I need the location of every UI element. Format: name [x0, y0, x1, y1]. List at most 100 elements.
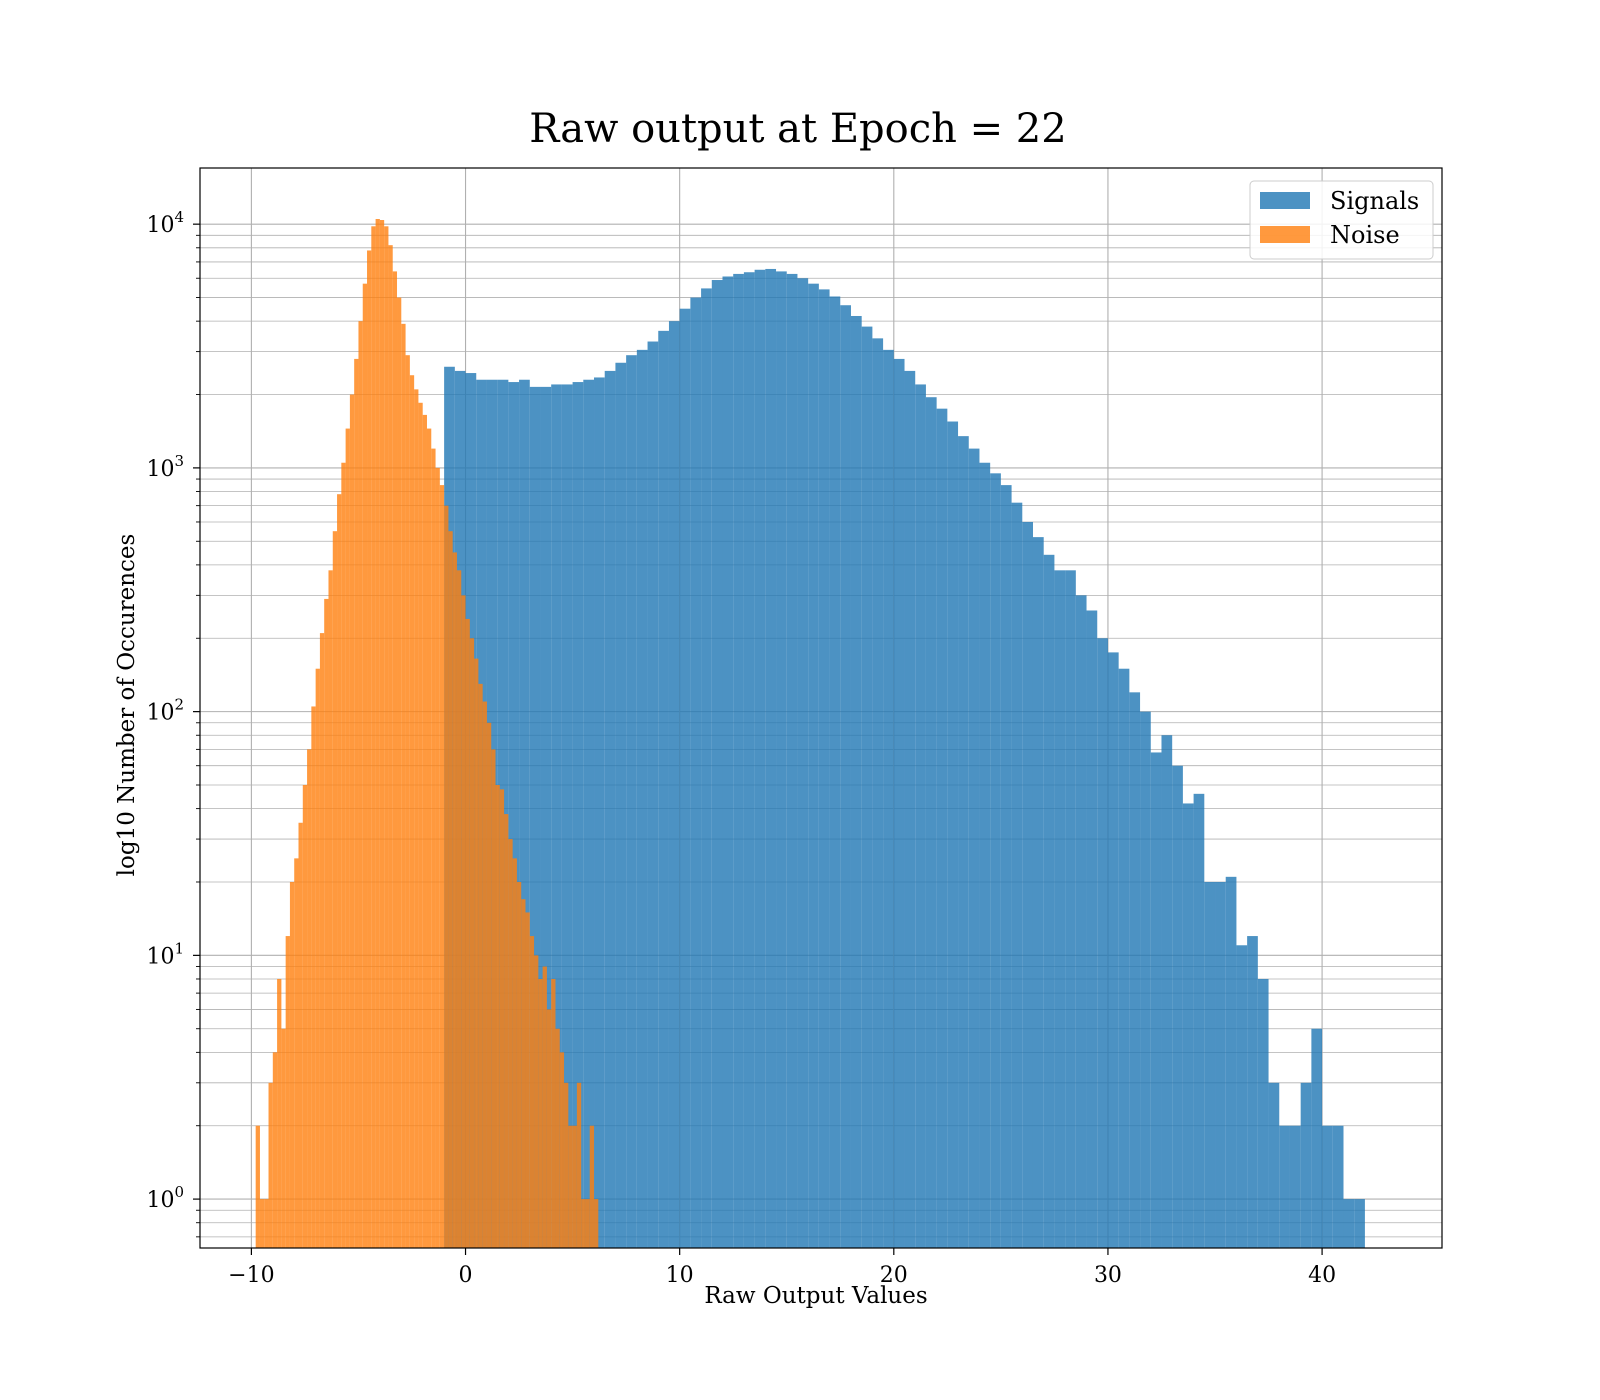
bar-signals	[1322, 1125, 1333, 1248]
bar-signals	[1268, 1082, 1280, 1248]
bar-noise	[414, 389, 419, 1248]
bar-signals	[583, 379, 595, 1248]
bar-signals	[872, 338, 884, 1248]
bar-noise	[495, 785, 500, 1248]
bar-noise	[375, 219, 380, 1248]
bar-signals	[1118, 668, 1130, 1248]
bar-noise	[568, 1125, 573, 1248]
bar-noise	[512, 858, 517, 1248]
y-tick-label: 104	[146, 208, 184, 238]
bar-signals	[1193, 793, 1205, 1248]
bar-signals	[540, 386, 552, 1248]
bar-noise	[491, 749, 496, 1248]
bar-signals	[1215, 881, 1226, 1248]
bar-signals	[1204, 881, 1216, 1248]
bar-signals	[1289, 1125, 1301, 1248]
bar-noise	[572, 1125, 577, 1248]
bar-signals	[1225, 876, 1237, 1248]
bar-noise	[594, 1199, 599, 1248]
bar-signals	[765, 268, 777, 1248]
bar-signals	[786, 273, 798, 1248]
bar-noise	[268, 1082, 273, 1248]
bar-noise	[452, 552, 457, 1248]
bar-noise	[516, 881, 522, 1248]
bar-noise	[405, 355, 410, 1248]
bar-signals	[1257, 978, 1269, 1248]
bar-noise	[426, 428, 432, 1248]
bar-signals	[1150, 752, 1162, 1248]
bar-signals	[904, 370, 916, 1248]
bar-signals	[668, 321, 680, 1248]
bar-noise	[444, 505, 449, 1248]
bar-noise	[564, 1082, 569, 1248]
bar-noise	[435, 467, 440, 1249]
bar-signals	[626, 355, 637, 1248]
axis-ticks: −10 0 10 20 30 40 100 101 102 103 104	[146, 208, 1336, 1288]
y-tick-label: 100	[146, 1183, 184, 1213]
bar-signals	[529, 386, 541, 1248]
bar-signals	[519, 379, 530, 1248]
bar-signals	[776, 271, 787, 1248]
x-axis-label: Raw Output Values	[704, 1283, 927, 1309]
bar-signals	[636, 349, 648, 1248]
bar-signals	[947, 421, 959, 1248]
bar-signals	[679, 308, 691, 1248]
bar-signals	[829, 296, 841, 1248]
bar-noise	[341, 462, 346, 1248]
legend: Signals Noise	[1249, 180, 1434, 260]
bar-signals	[861, 326, 873, 1248]
bar-noise	[422, 414, 427, 1248]
x-tick-label: 30	[1094, 1263, 1122, 1288]
bar-noise	[486, 722, 492, 1248]
bar-signals	[1161, 735, 1173, 1248]
bar-signals	[1354, 1199, 1365, 1248]
bar-signals	[840, 305, 851, 1249]
bar-noise	[465, 618, 470, 1248]
bar-signals	[733, 273, 744, 1248]
bar-noise	[469, 638, 475, 1248]
bar-noise	[324, 598, 329, 1248]
bar-signals	[979, 462, 991, 1248]
bar-noise	[397, 297, 402, 1248]
chart-title: Raw output at Epoch = 22	[529, 106, 1066, 152]
bar-signals	[968, 448, 980, 1249]
bar-noise	[319, 633, 325, 1248]
bar-noise	[315, 668, 320, 1248]
x-tick-label: 0	[459, 1263, 473, 1288]
bar-noise	[576, 1082, 582, 1248]
bar-signals	[1086, 610, 1098, 1248]
bar-noise	[418, 402, 423, 1248]
bar-noise	[371, 226, 376, 1249]
legend-swatch-signals	[1260, 192, 1310, 209]
bar-noise	[456, 570, 462, 1248]
bar-noise	[555, 1028, 560, 1248]
bar-signals	[818, 289, 830, 1248]
bar-noise	[546, 1009, 552, 1248]
bar-signals	[722, 276, 734, 1248]
bar-noise	[384, 226, 389, 1249]
bar-signals	[647, 341, 659, 1248]
bar-noise	[379, 220, 385, 1248]
bar-signals	[925, 397, 937, 1248]
bar-signals	[808, 283, 819, 1248]
bar-signals	[1172, 765, 1183, 1248]
bar-noise	[328, 570, 333, 1248]
bar-noise	[285, 936, 290, 1248]
bar-noise	[542, 966, 547, 1248]
bar-noise	[538, 978, 543, 1248]
bar-signals	[1065, 570, 1076, 1248]
bar-signals	[1129, 692, 1141, 1248]
bar-noise	[448, 531, 453, 1248]
bar-signals	[915, 384, 926, 1248]
x-tick-label: −10	[228, 1263, 274, 1288]
bar-signals	[701, 288, 712, 1249]
x-tick-label: 10	[666, 1263, 694, 1288]
bar-signals	[1332, 1125, 1344, 1248]
bar-signals	[508, 382, 520, 1249]
bar-noise	[525, 912, 530, 1248]
bar-noise	[259, 1199, 265, 1248]
legend-label-signals: Signals	[1330, 187, 1419, 215]
legend-label-noise: Noise	[1330, 221, 1400, 249]
bar-noise	[272, 1052, 278, 1248]
